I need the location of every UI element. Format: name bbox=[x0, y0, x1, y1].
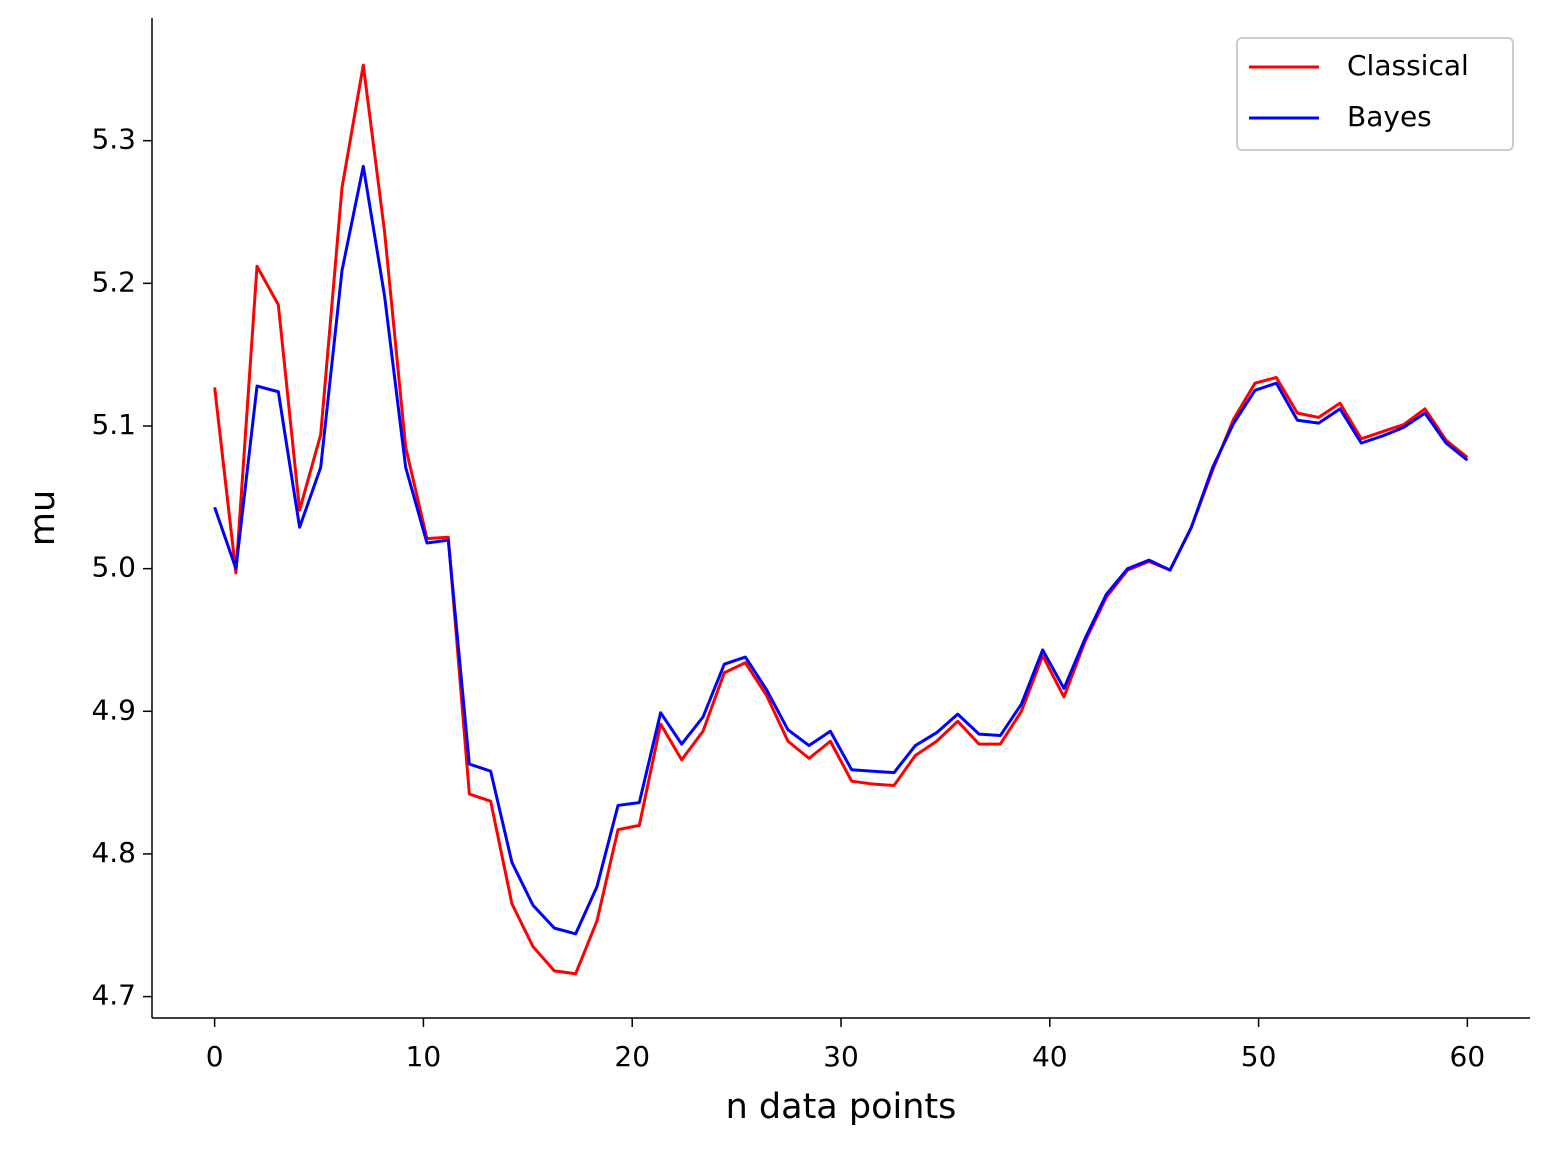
x-axis-label: n data points bbox=[726, 1087, 957, 1127]
x-tick-label: 20 bbox=[614, 1040, 650, 1073]
y-axis-label: mu bbox=[23, 490, 63, 546]
x-tick-label: 30 bbox=[823, 1040, 859, 1073]
y-tick-label: 4.9 bbox=[91, 693, 136, 726]
line bbox=[213, 164, 1469, 936]
x-tick-label: 0 bbox=[206, 1040, 224, 1073]
legend-label: Classical bbox=[1347, 49, 1469, 82]
legend-label: Bayes bbox=[1347, 100, 1432, 133]
y-tick-label: 5.3 bbox=[91, 123, 136, 156]
x-tick-label: 10 bbox=[406, 1040, 442, 1073]
y-tick-label: 5.0 bbox=[91, 551, 136, 584]
y-tick-label: 5.2 bbox=[91, 265, 136, 298]
y-tick-label: 4.7 bbox=[91, 979, 136, 1012]
x-tick-label: 60 bbox=[1450, 1040, 1486, 1073]
x-tick-label: 50 bbox=[1241, 1040, 1277, 1073]
x-tick-label: 40 bbox=[1032, 1040, 1068, 1073]
line bbox=[213, 63, 1469, 976]
y-tick-label: 5.1 bbox=[91, 408, 136, 441]
y-tick-label: 4.8 bbox=[91, 836, 136, 869]
